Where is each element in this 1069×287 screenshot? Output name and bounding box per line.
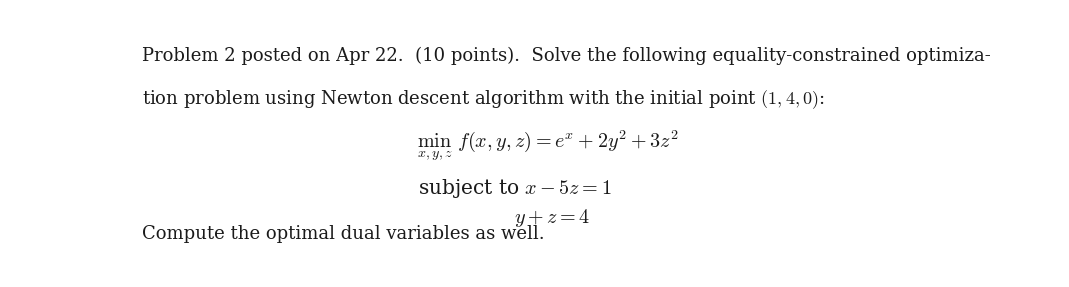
Text: subject to $x - 5z = 1$: subject to $x - 5z = 1$ (418, 177, 611, 200)
Text: Compute the optimal dual variables as well.: Compute the optimal dual variables as we… (142, 225, 544, 243)
Text: $\underset{x,y,z}{\min}\ f(x, y, z) = e^{x} + 2y^2 + 3z^2$: $\underset{x,y,z}{\min}\ f(x, y, z) = e^… (417, 128, 679, 163)
Text: $y + z = 4$: $y + z = 4$ (514, 207, 590, 229)
Text: Problem 2 posted on Apr 22.  (10 points).  Solve the following equality-constrai: Problem 2 posted on Apr 22. (10 points).… (142, 46, 991, 65)
Text: tion problem using Newton descent algorithm with the initial point $(1, 4, 0)$:: tion problem using Newton descent algori… (142, 89, 824, 111)
